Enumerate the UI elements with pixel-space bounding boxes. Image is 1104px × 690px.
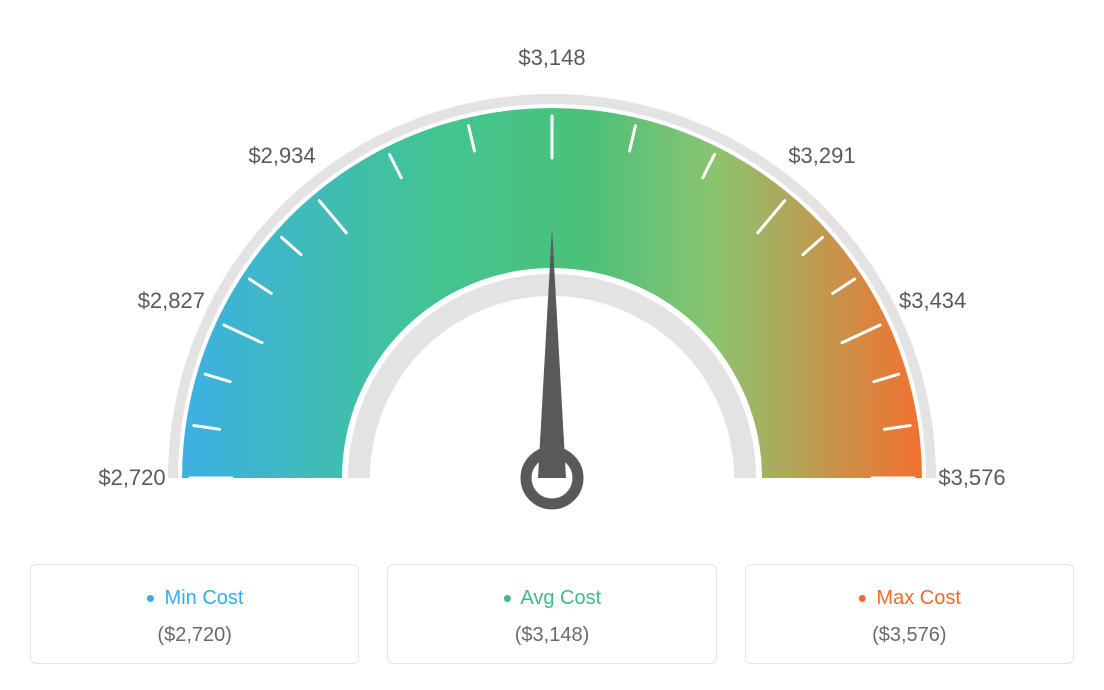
gauge-tick-label: $2,720 [98,465,165,491]
dot-icon: • [503,583,512,613]
cost-gauge: $2,720 $2,827 $2,934 $3,148 $3,291 $3,434 $3,5… [0,0,1104,560]
avg-cost-label: Avg Cost [520,587,601,609]
min-cost-card: • Min Cost ($2,720) [30,564,359,664]
max-cost-value: ($3,576) [756,624,1063,647]
avg-cost-value: ($3,148) [398,624,705,647]
gauge-tick-label: $2,827 [138,288,205,314]
max-cost-card: • Max Cost ($3,576) [745,564,1074,664]
gauge-tick-label: $3,434 [899,288,966,314]
summary-cards: • Min Cost ($2,720) • Avg Cost ($3,148) … [0,564,1104,664]
gauge-tick-label: $2,934 [248,143,315,169]
gauge-tick-label: $3,576 [938,465,1005,491]
min-cost-value: ($2,720) [41,624,348,647]
max-cost-title: • Max Cost [756,583,1063,614]
avg-cost-title: • Avg Cost [398,583,705,614]
min-cost-title: • Min Cost [41,583,348,614]
gauge-tick-label: $3,148 [518,45,585,71]
gauge-tick-label: $3,291 [788,143,855,169]
max-cost-label: Max Cost [876,587,960,609]
dot-icon: • [146,583,155,613]
min-cost-label: Min Cost [165,587,244,609]
dot-icon: • [858,583,867,613]
avg-cost-card: • Avg Cost ($3,148) [387,564,716,664]
